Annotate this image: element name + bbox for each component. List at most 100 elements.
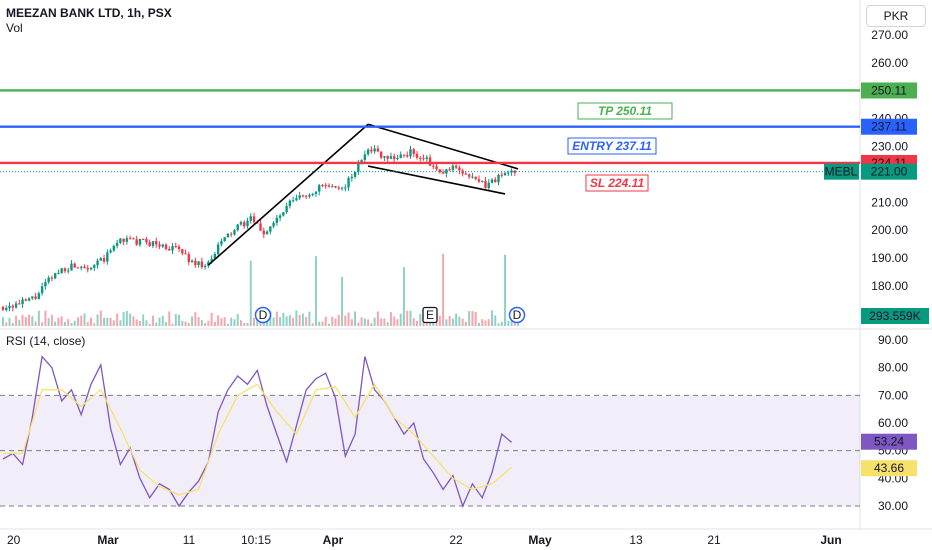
symbol-tag	[824, 163, 859, 180]
candle-body	[168, 249, 171, 251]
volume-bar	[239, 320, 242, 326]
rsi-axis-tick: 60.00	[878, 416, 908, 430]
candle-body	[60, 268, 63, 274]
candle-body	[181, 249, 184, 254]
last-price-tag	[861, 163, 917, 180]
event-marker-letter: D	[259, 308, 268, 322]
candle-body	[471, 176, 474, 178]
volume-bar	[262, 322, 265, 326]
time-axis-tick: Apr	[323, 533, 344, 547]
entry-axis-tag-text: 237.11	[871, 120, 907, 134]
volume-bar	[21, 314, 24, 326]
candle-body	[44, 282, 47, 287]
candle-body	[399, 154, 402, 158]
volume-bar	[484, 320, 487, 326]
volume-bar	[331, 316, 334, 326]
candle-body	[513, 170, 517, 173]
candle-body	[102, 258, 106, 262]
volume-bar	[47, 318, 50, 326]
volume-bar	[31, 316, 34, 326]
volume-bar	[305, 316, 308, 326]
candle-body	[441, 172, 445, 174]
candle-body	[141, 238, 145, 240]
candle-body	[187, 254, 191, 262]
volume-bar	[5, 322, 8, 326]
candle-body	[194, 260, 197, 266]
candle-body	[177, 246, 181, 250]
candle-body	[151, 241, 155, 247]
tp-axis-tag-text: 250.11	[871, 83, 907, 97]
tp-label-box[interactable]	[577, 102, 673, 120]
volume-bar	[481, 319, 484, 326]
volume-bar	[513, 322, 516, 326]
volume-bar	[194, 312, 197, 326]
volume-bar	[63, 321, 66, 326]
volume-bar	[393, 316, 396, 326]
dividend-marker-icon[interactable]	[508, 306, 526, 324]
candle-body	[497, 174, 500, 183]
price-axis-tick: 200.00	[871, 223, 908, 237]
symbol-title[interactable]: MEEZAN BANK LTD, 1h, PSX	[6, 6, 172, 20]
rsi-legend[interactable]: RSI (14, close)	[6, 334, 86, 348]
volume-bar	[334, 318, 337, 326]
volume-bar	[389, 312, 392, 326]
candle-body	[223, 237, 226, 242]
volume-bar	[402, 267, 405, 326]
volume-bar	[135, 319, 138, 326]
trendline-flag-upper[interactable]	[367, 123, 519, 170]
volume-bar	[165, 322, 167, 326]
dividend-marker-icon[interactable]	[254, 306, 272, 324]
earnings-marker-icon[interactable]	[422, 306, 438, 324]
candle-body	[135, 239, 138, 245]
price-axis-tick: 210.00	[871, 195, 908, 209]
candle-body	[438, 169, 442, 173]
candle-body	[376, 148, 380, 152]
candle-body	[366, 149, 370, 155]
candle-body	[233, 230, 236, 235]
volume-bar	[301, 313, 304, 326]
currency-button[interactable]: PKR	[866, 5, 926, 27]
candle-body	[115, 242, 119, 246]
trendline-flag-lower[interactable]	[367, 165, 506, 195]
candle-body	[109, 250, 112, 253]
volume-bar	[76, 317, 79, 326]
volume-bar	[213, 321, 216, 326]
volume-bar	[168, 311, 171, 326]
volume-bar	[318, 321, 321, 326]
price-axis-tick: 180.00	[871, 279, 908, 293]
volume-bar	[363, 318, 366, 326]
volume-bar	[138, 320, 141, 326]
volume-bar	[2, 317, 4, 326]
candle-body	[18, 303, 21, 305]
candle-body	[373, 148, 376, 152]
volume-bar	[298, 314, 301, 326]
rsi-line	[2, 355, 513, 508]
volume-bar	[399, 313, 402, 326]
candle-body	[357, 162, 360, 172]
candle-body	[106, 252, 109, 262]
volume-bar	[409, 310, 412, 326]
time-axis-tick: Jun	[820, 533, 841, 547]
candle-body	[243, 222, 246, 227]
volume-bar	[60, 316, 63, 326]
trendline-pole[interactable]	[207, 123, 369, 266]
tp-label-text: TP 250.11	[598, 104, 652, 118]
candle-body	[210, 258, 213, 262]
volume-legend[interactable]: Vol	[6, 21, 23, 35]
candle-body	[432, 165, 435, 167]
candle-body	[216, 244, 220, 255]
rsi-band-fill	[0, 395, 860, 506]
rsi-axis-tick: 80.00	[878, 361, 908, 375]
candle-body	[171, 246, 174, 251]
volume-bar	[295, 310, 298, 326]
volume-bar	[337, 314, 340, 326]
volume-bar	[171, 323, 174, 326]
volume-bar	[148, 323, 151, 326]
time-axis-tick: 11	[183, 533, 196, 547]
candle-body	[396, 157, 399, 160]
candle-body	[510, 170, 513, 173]
entry-label-box[interactable]	[567, 137, 657, 155]
sl-label-box[interactable]	[585, 174, 649, 192]
